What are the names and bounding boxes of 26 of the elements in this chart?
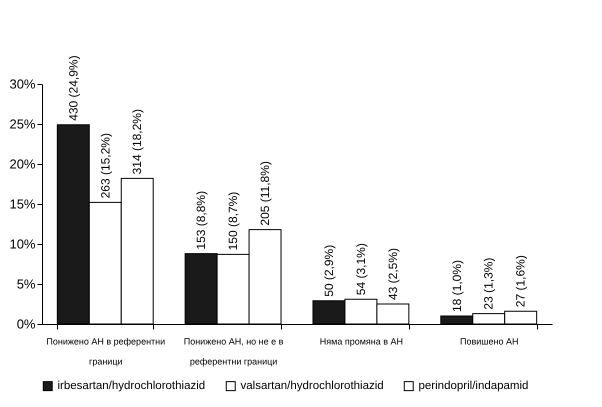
data-label: 263 (15,2%): [98, 133, 112, 198]
data-label: 314 (18,2%): [130, 109, 144, 174]
data-label: 153 (8,8%): [194, 190, 208, 250]
y-tick-label: 25%: [9, 116, 36, 132]
legend-label: valsartan/hydrochlorothiazid: [240, 380, 384, 392]
data-label: 54 (3,1%): [354, 243, 368, 296]
x-tick-label: Понижено АН в референтни граници: [46, 336, 166, 366]
y-tick-label: 5%: [16, 276, 36, 292]
x-tick-label: Понижено АН, но не е в референтни граници: [184, 336, 284, 366]
data-label: 23 (1,3%): [482, 258, 496, 310]
data-label: 150 (8,7%): [226, 192, 240, 250]
data-label: 50 (2,9%): [322, 244, 336, 297]
y-tick-label: 15%: [9, 196, 36, 212]
legend-label: perindopril/indapamid: [418, 380, 528, 392]
y-tick-label: 20%: [9, 156, 36, 172]
y-tick-label: 30%: [9, 76, 36, 92]
data-label: 18 (1,0%): [450, 260, 464, 312]
x-tick-label: Повишено АН: [460, 336, 518, 346]
data-label: 205 (11,8%): [258, 161, 272, 226]
legend-label: irbesartan/hydrochlorothiazid: [58, 380, 206, 392]
data-label: 43 (2,5%): [386, 248, 400, 300]
y-tick-label: 0%: [16, 316, 36, 332]
data-label: 27 (1,6%): [514, 255, 528, 308]
data-label: 430 (24,9%): [66, 55, 80, 121]
y-tick-label: 10%: [9, 236, 36, 252]
x-tick-label: Няма промяна в АН: [320, 336, 404, 346]
